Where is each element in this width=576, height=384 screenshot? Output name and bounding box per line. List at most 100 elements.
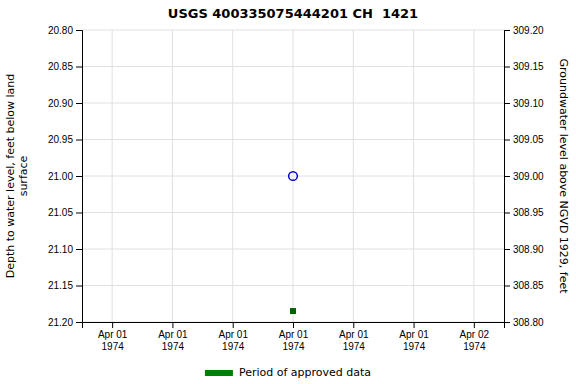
y-tick-mark	[76, 286, 82, 287]
y-axis-label-line: Depth to water level, feet below land	[4, 74, 17, 279]
grid-line-x	[232, 30, 233, 322]
y-tick-label: 21.20	[48, 317, 73, 328]
x-tick-mark	[233, 322, 234, 328]
x-tick-label: Apr 011974	[399, 329, 429, 352]
legend: Period of approved data	[205, 366, 371, 379]
y2-axis: 308.80 308.85 308.90 308.95 309.00 309.05 309.…	[504, 25, 544, 328]
y-tick: 20.80	[48, 25, 82, 36]
y2-tick-label: 308.85	[513, 280, 544, 291]
y-tick-label: 20.85	[48, 61, 73, 72]
x-tick: Apr 011974	[158, 322, 188, 352]
title: USGS 400335075444201 CH 1421	[168, 6, 418, 21]
x-tick: Apr 011974	[218, 322, 248, 352]
series	[290, 308, 296, 314]
y2-tick: 308.85	[504, 280, 544, 291]
x-tick-label-line: 1974	[222, 341, 245, 352]
y-tick-mark	[76, 140, 82, 141]
x-tick-mark	[353, 322, 354, 328]
x-tick-label-line: 1974	[282, 341, 305, 352]
y-tick-mark	[76, 103, 82, 104]
y2-tick: 309.05	[504, 134, 544, 145]
series	[289, 172, 298, 181]
grid	[82, 30, 504, 322]
x-tick-label: Apr 011974	[279, 329, 309, 352]
point	[289, 172, 298, 181]
x-tick-label-line: Apr 02	[460, 329, 490, 340]
y2-tick-label: 308.95	[513, 207, 544, 218]
y-tick-label: 21.00	[48, 171, 73, 182]
y2-axis-label: Groundwater level above NGVD 1929, feet	[557, 58, 570, 294]
x-tick-mark	[172, 322, 173, 328]
y-tick: 20.90	[48, 98, 82, 109]
y-axis-label: Depth to water level, feet below landsur…	[4, 74, 30, 279]
y2-tick: 309.20	[504, 25, 544, 36]
x-tick: Apr 011974	[399, 322, 429, 352]
point	[290, 308, 296, 314]
plot: 20.8020.8520.9020.9521.0021.0521.1021.15…	[4, 25, 570, 352]
y2-tick-mark	[504, 286, 510, 287]
y2-tick: 308.80	[504, 317, 544, 328]
x-tick-label: Apr 011974	[158, 329, 188, 352]
y2-tick: 309.00	[504, 171, 544, 182]
y-tick-label: 20.95	[48, 134, 73, 145]
x-axis: Apr 011974Apr 011974Apr 011974Apr 011974…	[83, 322, 505, 352]
x-tick-label-line: 1974	[162, 341, 185, 352]
grid-line-x	[473, 30, 474, 322]
x-tick-label-line: Apr 01	[339, 329, 369, 340]
y2-tick-label: 309.15	[513, 61, 544, 72]
x-tick-label: Apr 021974	[460, 329, 490, 352]
x-tick: Apr 011974	[98, 322, 128, 352]
x-tick-mark	[474, 322, 475, 328]
y2-tick-mark	[504, 30, 510, 31]
y2-tick-mark	[504, 249, 510, 250]
y-axis-label-line: surface	[17, 155, 30, 196]
y2-tick-label: 309.20	[513, 25, 544, 36]
x-tick-label: Apr 011974	[98, 329, 128, 352]
y-axis: 20.8020.8520.9020.9521.0021.0521.1021.15…	[48, 25, 83, 328]
marks	[289, 172, 298, 314]
y-tick: 21.15	[48, 280, 82, 291]
x-tick-label-line: 1974	[463, 341, 486, 352]
y-tick-mark	[76, 322, 82, 323]
y2-tick-mark	[504, 67, 510, 68]
y2-tick-label: 309.05	[513, 134, 544, 145]
y-tick: 20.85	[48, 61, 82, 72]
grid-line-x	[112, 30, 113, 322]
x-tick-mark	[112, 322, 113, 328]
y-axis-line	[76, 31, 83, 323]
legend-label: Period of approved data	[239, 366, 371, 379]
grid-line-x	[413, 30, 414, 322]
y-tick: 21.00	[48, 171, 82, 182]
y-tick-mark	[76, 249, 82, 250]
x-tick-mark	[293, 322, 294, 328]
x-axis-line	[83, 323, 505, 329]
y2-tick-label: 309.00	[513, 171, 544, 182]
y-tick-mark	[76, 176, 82, 177]
y-tick-mark	[76, 213, 82, 214]
x-tick-label-line: 1974	[403, 341, 426, 352]
x-tick: Apr 021974	[460, 322, 490, 352]
legend-swatch	[205, 370, 233, 376]
y2-tick-mark	[504, 176, 510, 177]
y2-tick-label: 309.10	[513, 98, 544, 109]
y2-tick: 309.10	[504, 98, 544, 109]
y-tick: 21.20	[48, 317, 82, 328]
y-tick: 20.95	[48, 134, 82, 145]
y-tick-mark	[76, 30, 82, 31]
y2-tick: 308.95	[504, 207, 544, 218]
grid-line-x	[353, 30, 354, 322]
y2-axis-line	[505, 31, 511, 323]
x-tick: Apr 011974	[339, 322, 369, 352]
y-tick-label: 20.90	[48, 98, 73, 109]
x-tick-label: Apr 011974	[339, 329, 369, 352]
x-tick-label: Apr 011974	[218, 329, 248, 352]
x-tick-label-line: 1974	[102, 341, 125, 352]
grid-line-x	[293, 30, 294, 322]
grid-line-x	[172, 30, 173, 322]
chart: 20.8020.8520.9020.9521.0021.0521.1021.15…	[0, 0, 576, 384]
y2-tick: 308.90	[504, 244, 544, 255]
x-tick-mark	[414, 322, 415, 328]
y-tick-label: 21.05	[48, 207, 73, 218]
y-tick-label: 20.80	[48, 25, 73, 36]
x-tick-label-line: Apr 01	[98, 329, 128, 340]
